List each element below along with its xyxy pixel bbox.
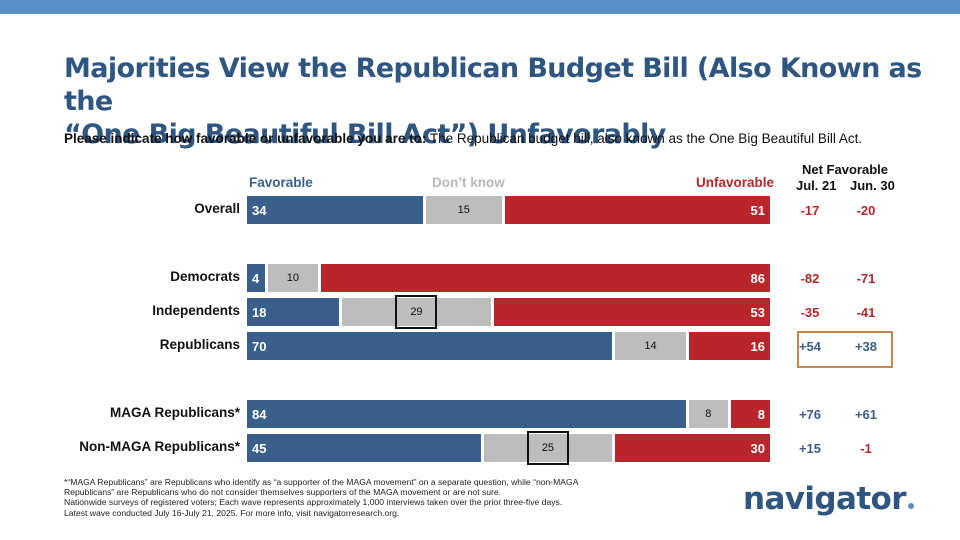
footnote-line: Republicans” are Republicans who do not … [64,487,502,498]
legend-unfavorable: Unfavorable [696,175,775,190]
net-value-independents-jul: -35 [800,305,820,320]
bar-unf-independents: 53 [494,298,770,326]
bar-dk-democrats: 10 [268,264,318,292]
net-value-maga-republicans-jun: +61 [854,407,878,422]
survey-question: Please indicate how favorable or unfavor… [64,131,944,146]
bar-unf-overall: 51 [504,196,770,224]
row-label-maga-republicans: MAGA Republicans* [109,405,240,420]
bar-dk-overall: 15 [425,196,502,224]
top-accent-bar [0,0,960,14]
title-line-1: Majorities View the Republican Budget Bi… [64,53,922,117]
data-label: 53 [750,304,765,320]
data-label: 15 [457,204,470,216]
navigator-logo: navigator [743,481,914,517]
net-column-jun-30: Jun. 30 [850,178,895,193]
dont-know-highlight-box [395,295,438,329]
data-label: 25 [541,442,555,454]
data-label: 4 [252,270,260,286]
data-label: 30 [750,440,765,456]
net-value-maga-republicans-jul: +76 [798,407,822,422]
net-favorable-header: Net Favorable [802,162,888,177]
row-label-democrats: Democrats [170,269,240,284]
footnote-line: Nationwide surveys of registered voters;… [64,497,563,508]
bar-fav-maga-republicans: 84 [247,400,686,428]
dont-know-highlight-box [526,431,569,465]
bar-unf-republicans: 16 [688,332,770,360]
legend-dont-know: Don’t know [432,175,505,190]
row-label-overall: Overall [194,201,240,216]
bar-dk-maga-republicans: 8 [688,400,728,428]
data-label: 8 [757,406,765,422]
net-value-overall-jul: -17 [800,203,820,218]
net-value-independents-jun: -41 [856,305,876,320]
net-value-non-maga-republicans-jul: +15 [798,441,822,456]
republicans-net-highlight-box [797,331,893,368]
data-label: 34 [252,202,267,218]
question-text: The Republican budget bill, also known a… [426,131,863,146]
data-label: 70 [252,338,267,354]
bar-dk-independents: 29 [341,298,492,326]
logo-dot-icon [907,503,914,509]
bar-dk-non-maga-republicans: 25 [483,434,613,462]
bar-unf-democrats: 86 [320,264,770,292]
net-value-democrats-jun: -71 [856,271,876,286]
data-label: 16 [750,338,765,354]
bar-unf-non-maga-republicans: 30 [615,434,770,462]
chart-title: Majorities View the Republican Budget Bi… [64,52,924,151]
data-label: 29 [410,306,423,318]
row-label-non-maga-republicans: Non-MAGA Republicans* [79,439,240,454]
net-value-republicans-jul: +54 [798,339,822,354]
bar-fav-republicans: 70 [247,332,613,360]
net-column-jul-21: Jul. 21 [796,178,837,193]
net-value-democrats-jul: -82 [800,271,820,286]
bar-fav-democrats: 4 [247,264,266,292]
row-label-independents: Independents [152,303,240,318]
title-line-2: “One Big Beautiful Bill Act”) Unfavorabl… [64,119,666,150]
data-label: 8 [705,408,712,420]
bar-fav-non-maga-republicans: 45 [247,434,481,462]
net-value-overall-jun: -20 [856,203,876,218]
data-label: 45 [252,440,267,456]
net-value-republicans-jun: +38 [854,339,878,354]
data-label: 84 [252,406,267,422]
data-label: 18 [252,304,267,320]
logo-text: navigator [743,481,907,517]
data-label: 51 [750,202,765,218]
footnote-line: *“MAGA Republicans” are Republicans who … [64,477,579,487]
bar-dk-republicans: 14 [615,332,686,360]
bar-fav-overall: 34 [247,196,423,224]
legend-favorable: Favorable [249,175,313,190]
bar-fav-independents: 18 [247,298,339,326]
footnote-line: Latest wave conducted July 16-July 21, 2… [64,507,400,518]
net-value-non-maga-republicans-jun: -1 [860,441,872,456]
question-label: Please indicate how favorable or unfavor… [64,131,427,146]
bar-unf-maga-republicans: 8 [730,400,770,428]
data-label: 14 [644,340,657,352]
data-label: 86 [750,270,765,286]
data-label: 10 [286,272,299,284]
row-label-republicans: Republicans [159,337,240,352]
footnotes: *“MAGA Republicans” are Republicans who … [64,477,624,518]
